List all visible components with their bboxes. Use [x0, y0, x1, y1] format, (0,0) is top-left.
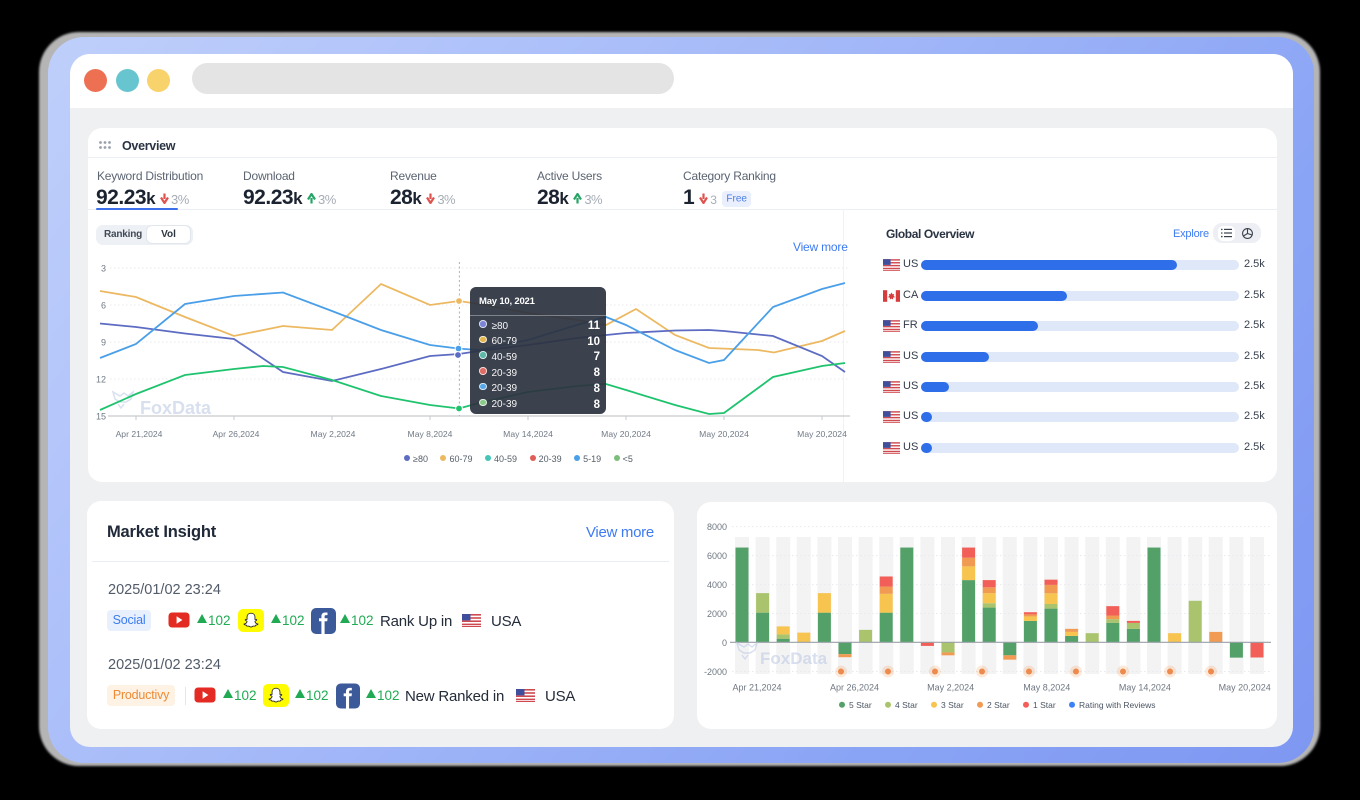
svg-text:9: 9: [101, 338, 106, 348]
svg-text:May 2,2024: May 2,2024: [927, 683, 974, 693]
svg-text:2000: 2000: [707, 609, 727, 619]
svg-text:-2000: -2000: [704, 667, 727, 677]
svg-text:6000: 6000: [707, 551, 727, 561]
svg-text:FoxData: FoxData: [140, 398, 212, 418]
svg-text:FoxData: FoxData: [760, 649, 828, 668]
svg-text:6: 6: [101, 301, 106, 311]
svg-text:Apr 26,2024: Apr 26,2024: [830, 683, 879, 693]
svg-text:Apr 21,2024: Apr 21,2024: [732, 683, 781, 693]
svg-text:May 8,2024: May 8,2024: [1023, 683, 1070, 693]
svg-text:15: 15: [96, 412, 106, 422]
svg-text:May 14,2024: May 14,2024: [1119, 683, 1171, 693]
svg-text:Apr 21,2024: Apr 21,2024: [116, 429, 163, 439]
svg-text:5 Star: 5 Star: [849, 700, 872, 710]
svg-text:3 Star: 3 Star: [941, 700, 964, 710]
svg-text:2 Star: 2 Star: [987, 700, 1010, 710]
svg-text:Rating with Reviews: Rating with Reviews: [1079, 700, 1156, 710]
svg-text:3: 3: [101, 264, 106, 274]
svg-text:May 2,2024: May 2,2024: [311, 429, 356, 439]
svg-text:12: 12: [96, 375, 106, 385]
svg-text:May 20,2024: May 20,2024: [601, 429, 651, 439]
svg-text:May 8,2024: May 8,2024: [408, 429, 453, 439]
svg-text:1 Star: 1 Star: [1033, 700, 1056, 710]
svg-text:8000: 8000: [707, 522, 727, 532]
svg-text:May 20,2024: May 20,2024: [797, 429, 847, 439]
svg-text:May 14,2024: May 14,2024: [503, 429, 553, 439]
svg-text:0: 0: [722, 638, 727, 648]
svg-text:May 20,2024: May 20,2024: [1219, 683, 1271, 693]
svg-text:4 Star: 4 Star: [895, 700, 918, 710]
svg-text:May 20,2024: May 20,2024: [699, 429, 749, 439]
svg-text:4000: 4000: [707, 580, 727, 590]
svg-text:Apr 26,2024: Apr 26,2024: [213, 429, 260, 439]
